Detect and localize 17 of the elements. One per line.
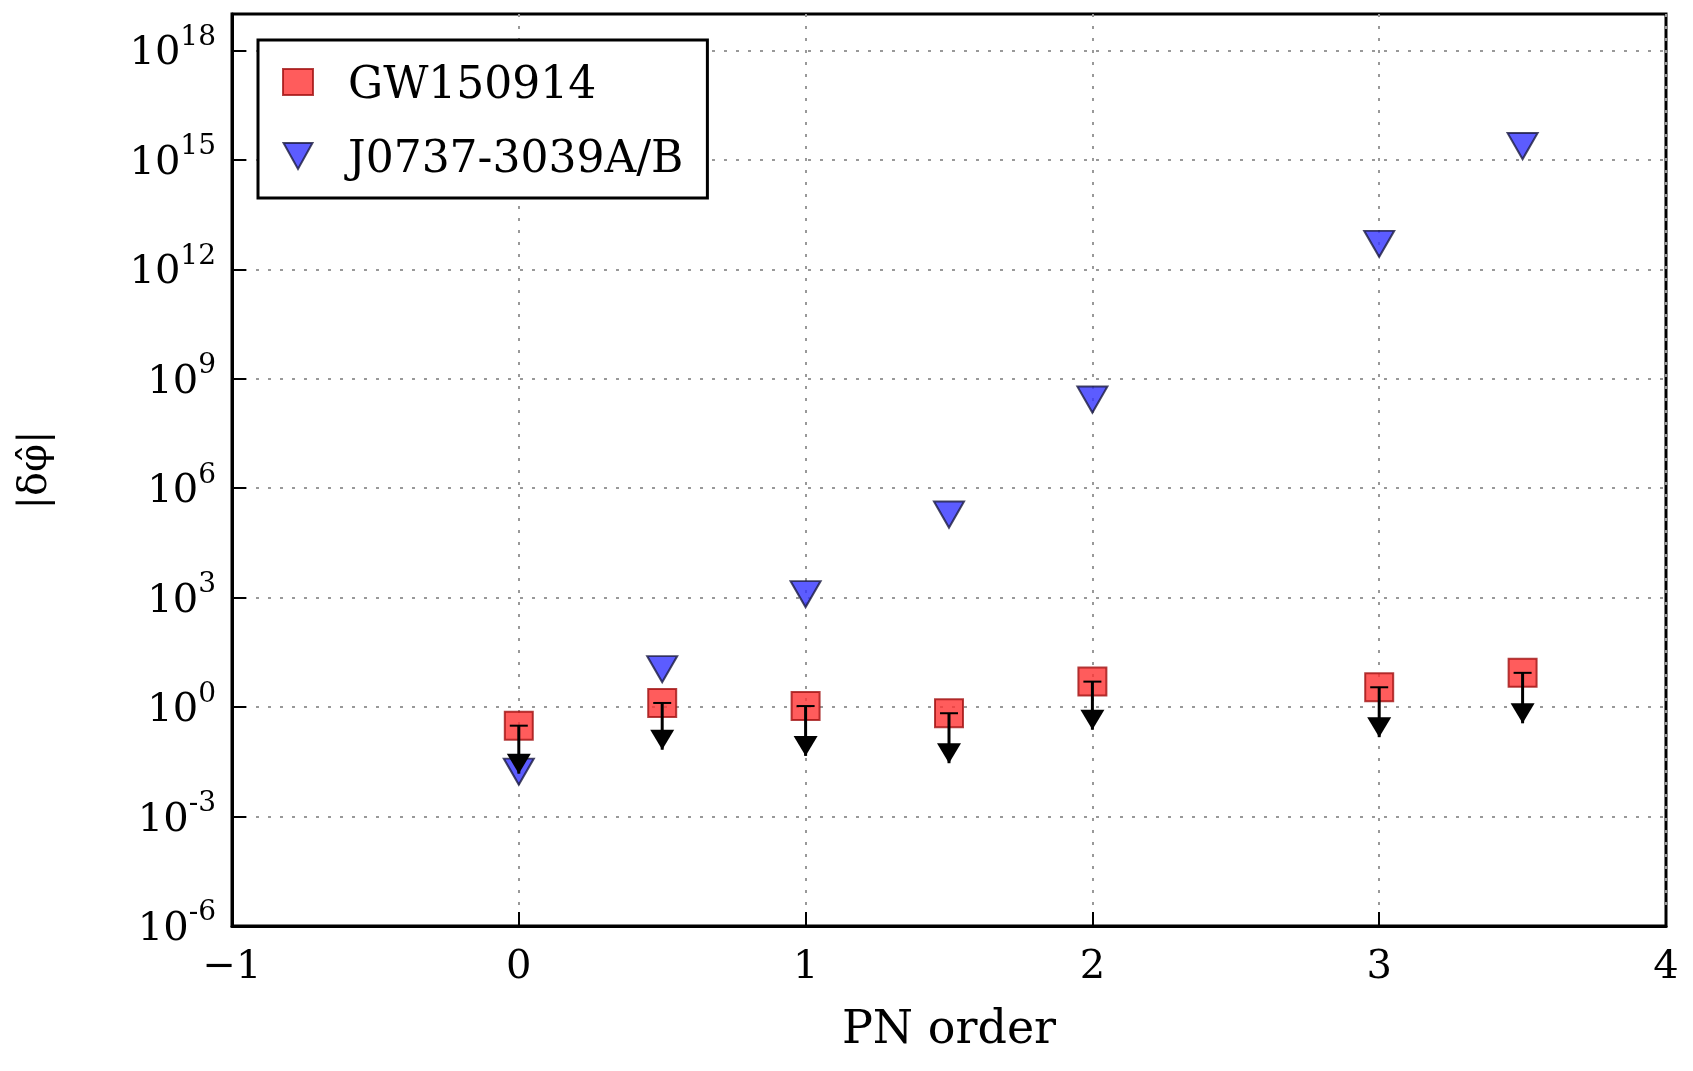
y-tick-label: 10$^{6}$	[147, 456, 216, 512]
x-tick-label: 0	[506, 941, 532, 987]
y-tick-label: 10$^{3}$	[147, 566, 216, 621]
y-tick-label: 10$^{15}$	[129, 128, 216, 183]
x-tick-label: 1	[792, 941, 819, 987]
y-tick-label: 10$^{12}$	[129, 237, 216, 293]
legend-label: J0737-3039A/B	[344, 130, 684, 182]
y-tick-label: 10$^{9}$	[147, 347, 216, 402]
x-tick-label: 4	[1653, 941, 1679, 987]
y-tick-label: 10$^{-3}$	[137, 784, 216, 840]
x-tick-label: 2	[1079, 941, 1106, 987]
legend-label: GW150914	[348, 56, 597, 108]
y-tick-label: 10$^{0}$	[147, 675, 216, 731]
y-tick-label: 10$^{18}$	[129, 18, 216, 74]
x-tick-label: 3	[1366, 941, 1392, 987]
x-axis-title: PN order	[841, 1000, 1057, 1054]
y-axis-title: |δφ̂|	[9, 430, 55, 510]
